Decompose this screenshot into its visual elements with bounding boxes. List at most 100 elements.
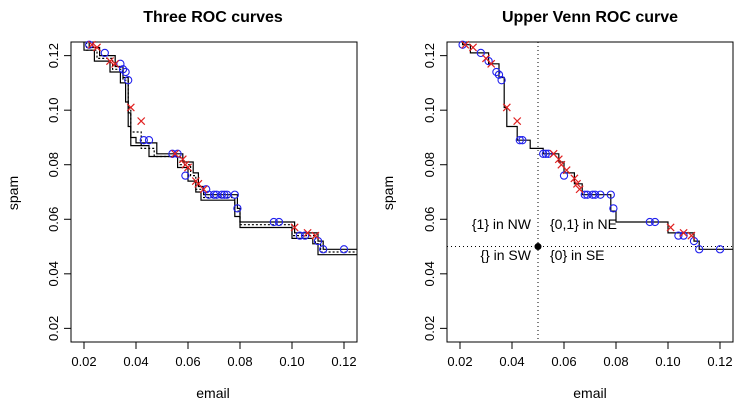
cross-stroke: [557, 160, 566, 169]
circle-point: [209, 190, 219, 199]
circle-point: [181, 171, 190, 180]
x-tick-label: 0.12: [707, 354, 732, 369]
circle-point: [222, 190, 232, 199]
x-tick-label: 0.02: [447, 354, 472, 369]
circle-point: [144, 136, 154, 145]
y-tick-label: 0.02: [46, 316, 61, 341]
reference-point: [534, 243, 542, 251]
cross-point: [105, 57, 115, 66]
roc-curve-line: [85, 42, 357, 253]
cross-point: [199, 185, 208, 194]
circle-point: [168, 149, 177, 158]
circle-point: [650, 217, 660, 227]
circle-point: [494, 70, 504, 79]
cross-stroke: [570, 174, 579, 183]
circle-point: [202, 185, 211, 194]
circle-point: [541, 149, 550, 158]
x-tick-label: 0.06: [175, 354, 200, 369]
y-axis: 0.02 0.04 0.06 0.08 0.10 0.12: [46, 43, 72, 341]
circle-point: [484, 56, 493, 66]
circle-point: [274, 217, 284, 227]
x-axis: 0.02 0.04 0.06 0.08 0.10 0.12: [447, 341, 733, 369]
roc-curve-line: [83, 42, 357, 256]
circle-point: [204, 190, 213, 199]
circle-point: [515, 136, 524, 145]
cross-point: [502, 103, 511, 112]
cross-stroke: [311, 231, 320, 240]
circle-point: [230, 190, 239, 199]
y-tick-label: 0.06: [422, 207, 437, 232]
cross-stroke: [562, 166, 571, 175]
circle-point: [300, 231, 310, 240]
cross-stroke: [575, 185, 584, 194]
cross-stroke: [554, 155, 563, 164]
cross-stroke: [679, 228, 688, 237]
circle-point: [606, 190, 615, 199]
circle-point: [139, 136, 148, 145]
x-tick-label: 0.04: [499, 354, 524, 369]
circle-point: [497, 76, 506, 85]
quadrant-label-ne: {0,1} in NE: [550, 216, 617, 232]
circle-point: [100, 48, 109, 58]
cross-point: [513, 117, 522, 126]
cross-point: [468, 43, 478, 52]
cross-stroke: [92, 43, 102, 52]
cross-point: [572, 179, 582, 188]
x-tick-label: 0.08: [227, 354, 252, 369]
y-axis-label: spam: [5, 176, 21, 210]
roc-curve-line: [462, 42, 733, 250]
roc-curves: [462, 42, 733, 250]
cross-point: [562, 166, 571, 175]
x-axis: 0.02 0.04 0.06 0.08 0.10 0.12: [71, 341, 357, 369]
circle-point: [539, 149, 548, 158]
circle-point: [319, 245, 328, 254]
cross-point: [170, 149, 180, 158]
cross-point: [92, 43, 102, 52]
circle-point: [220, 190, 229, 199]
circle-point: [121, 67, 130, 77]
circle-point: [85, 40, 94, 49]
cross-stroke: [290, 223, 299, 232]
cross-stroke: [105, 57, 115, 66]
cross-point: [570, 174, 579, 183]
roc-curves: [83, 42, 357, 256]
circle-point: [124, 76, 133, 85]
y-axis-label: spam: [380, 176, 396, 210]
quadrant-label-se: {0} in SE: [550, 247, 605, 263]
cross-point: [178, 155, 187, 164]
y-tick-label: 0.04: [46, 261, 61, 286]
x-tick-label: 0.10: [655, 354, 680, 369]
x-tick-label: 0.06: [551, 354, 576, 369]
circle-point: [596, 190, 605, 199]
cross-stroke: [468, 43, 478, 52]
circle-point: [544, 149, 553, 158]
circle-point: [645, 217, 654, 227]
cross-stroke: [178, 155, 187, 164]
cross-stroke: [111, 59, 120, 68]
cross-point: [303, 228, 312, 237]
cross-point: [111, 59, 120, 68]
chart-title: Three ROC curves: [143, 9, 283, 26]
y-tick-label: 0.02: [422, 316, 437, 341]
circle-point: [695, 245, 704, 254]
cross-stroke: [183, 163, 193, 172]
y-tick-label: 0.10: [46, 98, 61, 123]
cross-stroke: [461, 40, 470, 49]
circle-point: [580, 190, 589, 199]
cross-stroke: [199, 185, 208, 194]
cross-stroke: [487, 59, 496, 68]
y-tick-label: 0.06: [46, 207, 61, 232]
roc-panel-upper-venn: Upper Venn ROC curve email spam 0.02 0.04…: [380, 9, 734, 401]
circle-point: [609, 204, 618, 213]
points: [458, 40, 725, 254]
chart-title: Upper Venn ROC curve: [502, 9, 678, 26]
x-axis-label: email: [196, 385, 229, 401]
circle-point: [233, 204, 242, 213]
cross-stroke: [137, 117, 146, 126]
x-tick-label: 0.02: [71, 354, 96, 369]
y-tick-label: 0.12: [46, 43, 61, 68]
cross-point: [290, 223, 299, 232]
cross-point: [666, 223, 675, 232]
y-tick-label: 0.08: [422, 152, 437, 177]
quadrant-labels: {1} in NW {0,1} in NE {} in SW {0} in SE: [472, 216, 617, 263]
